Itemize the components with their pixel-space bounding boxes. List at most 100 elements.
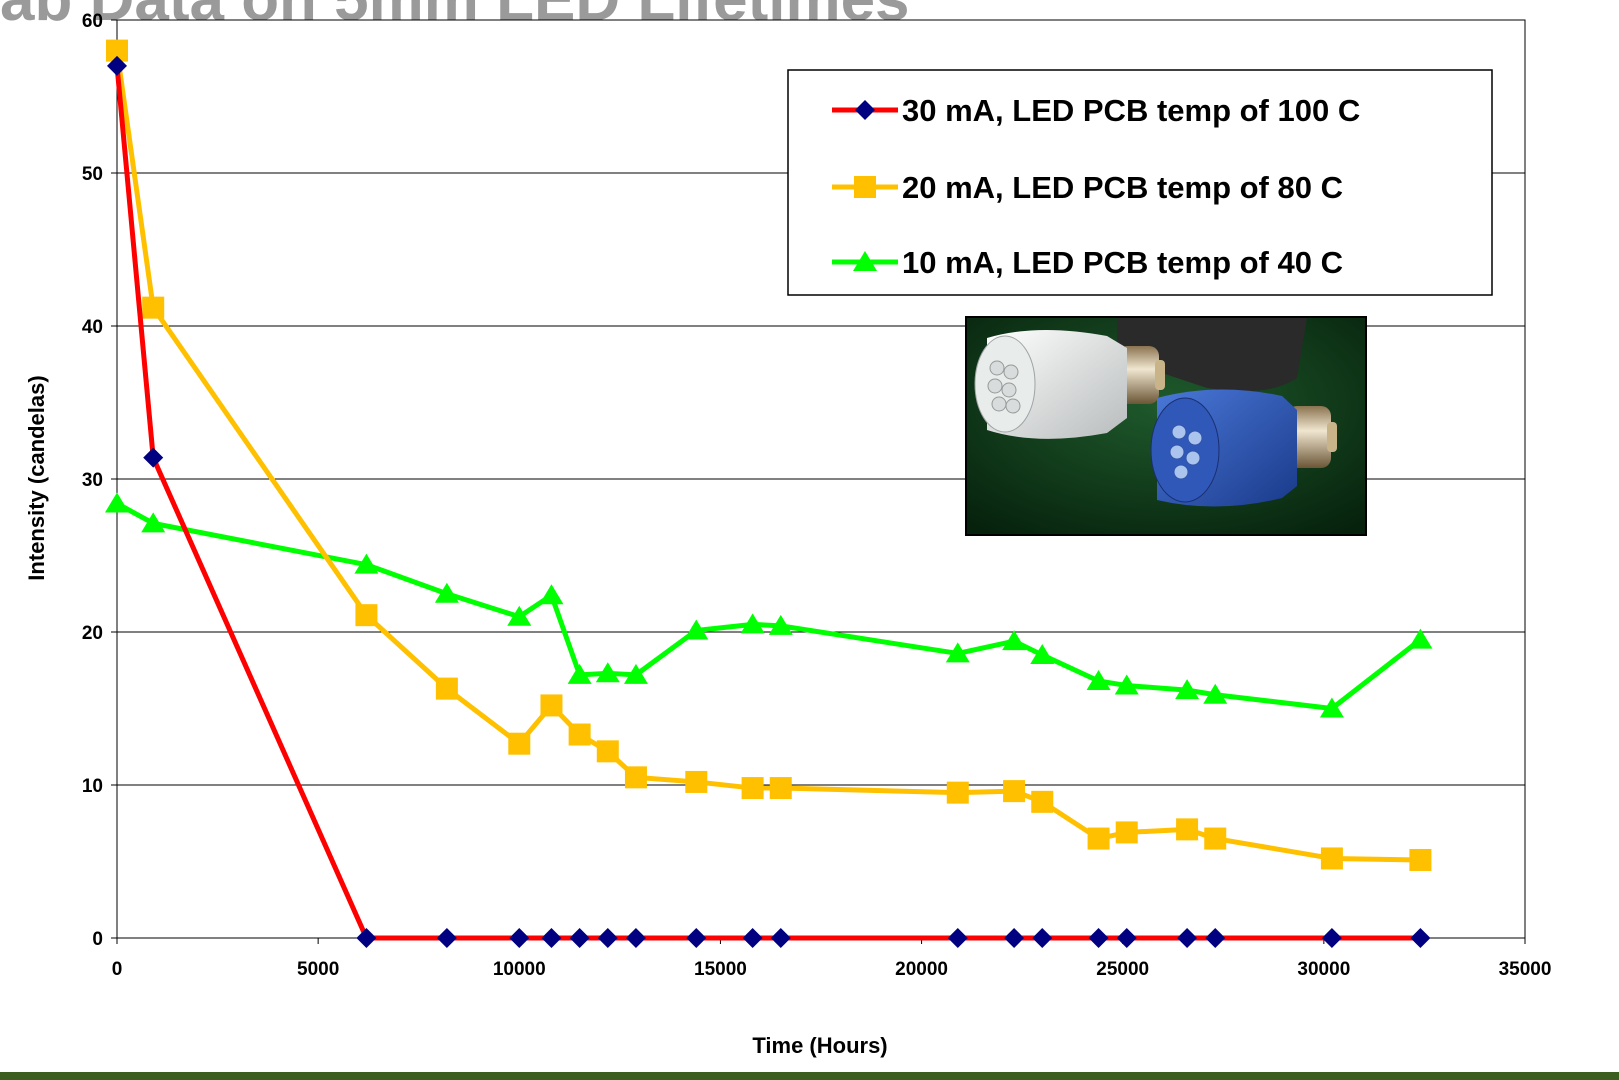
legend-swatch-marker bbox=[853, 251, 877, 271]
x-tick-label: 20000 bbox=[895, 959, 948, 980]
data-point-triangle bbox=[740, 613, 765, 634]
series-square bbox=[106, 39, 1432, 871]
data-point-square bbox=[741, 777, 764, 800]
data-point-square bbox=[142, 296, 165, 319]
data-point-triangle bbox=[539, 584, 564, 605]
series-layer bbox=[105, 39, 1433, 948]
data-point-triangle bbox=[567, 663, 592, 684]
data-point-square bbox=[624, 766, 647, 789]
data-point-diamond bbox=[1410, 928, 1431, 948]
data-point-diamond bbox=[107, 55, 127, 76]
data-point-diamond bbox=[143, 447, 164, 468]
data-point-square bbox=[1003, 780, 1026, 803]
data-point-diamond bbox=[1088, 928, 1109, 948]
data-point-triangle bbox=[1203, 683, 1228, 704]
legend-label: 30 mA, LED PCB temp of 100 C bbox=[902, 93, 1360, 128]
legend: 30 mA, LED PCB temp of 100 C 20 mA, LED P… bbox=[787, 69, 1493, 296]
data-point-square bbox=[540, 694, 563, 717]
data-point-triangle bbox=[684, 619, 709, 640]
data-point-triangle bbox=[1114, 674, 1139, 695]
data-point-diamond bbox=[569, 928, 590, 948]
blue-led-bulb bbox=[1150, 389, 1337, 507]
x-axis-title: Time (Hours) bbox=[752, 1033, 887, 1058]
data-point-diamond bbox=[947, 928, 968, 948]
legend-entry: 30 mA, LED PCB temp of 100 C bbox=[832, 93, 1360, 128]
data-point-square bbox=[769, 777, 792, 800]
legend-label: 10 mA, LED PCB temp of 40 C bbox=[902, 245, 1343, 280]
legend-swatch-marker bbox=[855, 100, 875, 120]
data-point-diamond bbox=[541, 928, 562, 948]
data-point-square bbox=[1176, 818, 1199, 841]
legend-entry: 20 mA, LED PCB temp of 80 C bbox=[832, 170, 1343, 205]
data-point-triangle bbox=[1319, 697, 1344, 718]
series-triangle bbox=[105, 492, 1433, 718]
data-point-square bbox=[1320, 847, 1343, 870]
data-point-triangle bbox=[1030, 643, 1055, 664]
x-tick-label: 35000 bbox=[1499, 959, 1552, 980]
y-tick-label: 50 bbox=[82, 164, 103, 185]
x-tick-label: 5000 bbox=[297, 959, 339, 980]
x-tick-label: 10000 bbox=[493, 959, 546, 980]
y-tick-label: 20 bbox=[82, 623, 103, 644]
y-axis-title: Intensity (candelas) bbox=[24, 375, 49, 580]
data-point-triangle bbox=[105, 492, 129, 513]
tick-labels: 0 10 20 30 40 50 60 0 5000 10000 15000 20000 25000 30… bbox=[82, 11, 1552, 980]
legend-box bbox=[787, 69, 1493, 296]
data-point-diamond bbox=[742, 928, 763, 948]
data-point-square bbox=[508, 732, 531, 755]
data-point-triangle bbox=[1408, 628, 1433, 649]
data-point-diamond bbox=[1116, 928, 1137, 948]
data-point-triangle bbox=[945, 642, 970, 663]
data-point-diamond bbox=[1004, 928, 1025, 948]
y-tick-label: 30 bbox=[82, 470, 103, 491]
x-tick-label: 30000 bbox=[1297, 959, 1350, 980]
data-point-square bbox=[685, 770, 708, 793]
data-point-square bbox=[435, 677, 458, 700]
data-point-diamond bbox=[1177, 928, 1198, 948]
data-point-diamond bbox=[356, 928, 377, 948]
legend-entry: 10 mA, LED PCB temp of 40 C bbox=[832, 245, 1343, 280]
data-point-diamond bbox=[597, 928, 618, 948]
series-diamond bbox=[107, 55, 1431, 948]
data-point-diamond bbox=[625, 928, 646, 948]
data-point-triangle bbox=[141, 512, 166, 533]
data-point-triangle bbox=[434, 582, 459, 603]
y-tick-label: 10 bbox=[82, 776, 103, 797]
data-point-diamond bbox=[1032, 928, 1053, 948]
white-led-bulb bbox=[974, 329, 1165, 439]
data-point-diamond bbox=[686, 928, 707, 948]
data-point-square bbox=[1087, 827, 1110, 850]
y-tick-label: 0 bbox=[92, 929, 103, 950]
data-point-square bbox=[1115, 821, 1138, 844]
data-point-square bbox=[1204, 827, 1227, 850]
data-point-triangle bbox=[1002, 630, 1027, 651]
led-bulbs-photo bbox=[965, 316, 1367, 536]
data-point-square bbox=[568, 723, 591, 746]
data-point-triangle bbox=[354, 553, 379, 574]
bottom-bar bbox=[0, 1072, 1619, 1080]
data-point-diamond bbox=[509, 928, 530, 948]
data-point-triangle bbox=[623, 663, 648, 684]
x-tick-label: 15000 bbox=[694, 959, 747, 980]
data-point-square bbox=[1409, 848, 1432, 871]
data-point-triangle bbox=[768, 614, 793, 635]
data-point-diamond bbox=[436, 928, 457, 948]
data-point-diamond bbox=[1321, 928, 1342, 948]
data-point-square bbox=[1031, 790, 1054, 813]
legend-swatch-marker bbox=[854, 176, 876, 198]
y-tick-label: 60 bbox=[82, 11, 103, 32]
legend-label: 20 mA, LED PCB temp of 80 C bbox=[902, 170, 1343, 205]
data-point-square bbox=[946, 781, 969, 804]
data-point-diamond bbox=[1205, 928, 1226, 948]
x-tick-label: 0 bbox=[112, 959, 123, 980]
data-point-diamond bbox=[770, 928, 791, 948]
data-point-triangle bbox=[1086, 669, 1111, 690]
data-point-square bbox=[106, 39, 128, 62]
data-point-square bbox=[596, 740, 619, 763]
x-tick-label: 25000 bbox=[1096, 959, 1149, 980]
data-point-square bbox=[355, 604, 378, 627]
data-point-triangle bbox=[1175, 679, 1200, 700]
data-point-triangle bbox=[595, 662, 620, 683]
y-tick-label: 40 bbox=[82, 317, 103, 338]
